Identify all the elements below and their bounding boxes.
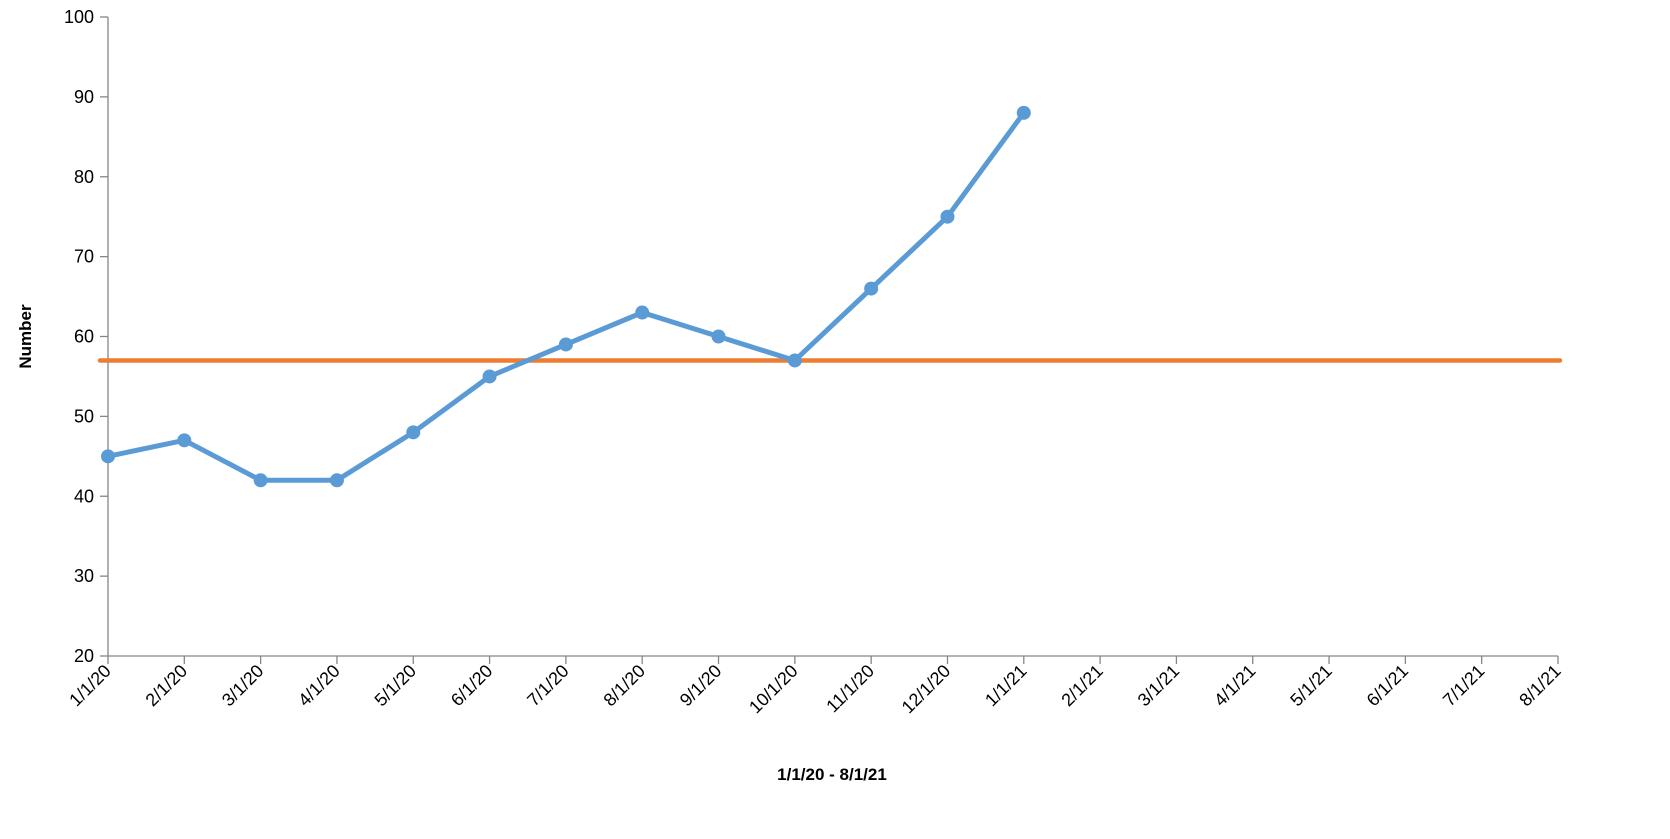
x-tick-label: 9/1/20	[676, 661, 726, 711]
y-tick-label: 80	[74, 167, 94, 187]
data-point	[101, 449, 115, 464]
data-point	[787, 353, 802, 368]
x-tick-label: 7/1/21	[1439, 661, 1489, 711]
data-series	[101, 105, 1031, 488]
x-axis-ticks: 1/1/20 2/1/20 3/1/20 4/1/20 5/1/20 6/1/20 7/1/…	[65, 656, 1565, 717]
x-axis-title: 1/1/20 - 8/1/21	[777, 765, 887, 784]
x-tick-label: 3/1/21	[1134, 661, 1184, 711]
y-tick-label: 30	[74, 566, 94, 586]
x-tick-label: 8/1/21	[1515, 661, 1565, 711]
series-line	[105, 110, 1027, 483]
data-point	[406, 425, 421, 440]
x-tick-label: 3/1/20	[218, 661, 268, 711]
x-tick-label: 6/1/21	[1363, 661, 1413, 711]
data-point	[558, 337, 573, 352]
y-tick-label: 40	[74, 486, 94, 506]
x-tick-label: 4/1/20	[294, 661, 344, 711]
data-point	[1016, 105, 1031, 120]
x-tick-label: 5/1/21	[1286, 661, 1336, 711]
data-point	[177, 433, 192, 448]
y-axis-title: Number	[16, 304, 35, 369]
data-point	[482, 369, 497, 384]
x-tick-label: 4/1/21	[1210, 661, 1260, 711]
x-tick-label: 8/1/20	[600, 661, 650, 711]
series-layer	[97, 105, 1563, 488]
y-tick-label: 90	[74, 87, 94, 107]
y-tick-label: 50	[74, 406, 94, 426]
data-point	[864, 281, 879, 296]
y-tick-label: 60	[74, 327, 94, 347]
x-tick-label: 10/1/20	[745, 661, 802, 718]
x-tick-label: 1/1/20	[65, 661, 115, 711]
x-tick-label: 11/1/20	[822, 661, 878, 717]
y-axis-ticks: 20 30 40 50 60 70 80 90 100	[64, 7, 108, 666]
y-tick-label: 70	[74, 247, 94, 267]
x-tick-label: 7/1/20	[523, 661, 573, 711]
x-tick-label: 5/1/20	[371, 661, 421, 711]
data-point	[940, 209, 955, 224]
x-tick-label: 1/1/21	[981, 661, 1031, 711]
x-tick-label: 12/1/20	[898, 661, 955, 718]
data-point	[253, 473, 268, 488]
y-tick-label: 100	[64, 7, 94, 27]
data-point	[635, 305, 650, 320]
y-tick-label: 20	[74, 646, 94, 666]
data-point	[329, 473, 344, 488]
x-tick-label: 6/1/20	[447, 661, 497, 711]
x-tick-label: 2/1/20	[142, 661, 192, 711]
plot-area: 20 30 40 50 60 70 80 90 100 1/1/20 2/1/20 3/1/20 4/…	[64, 7, 1565, 717]
data-point	[711, 329, 726, 344]
x-tick-label: 2/1/21	[1057, 661, 1107, 711]
